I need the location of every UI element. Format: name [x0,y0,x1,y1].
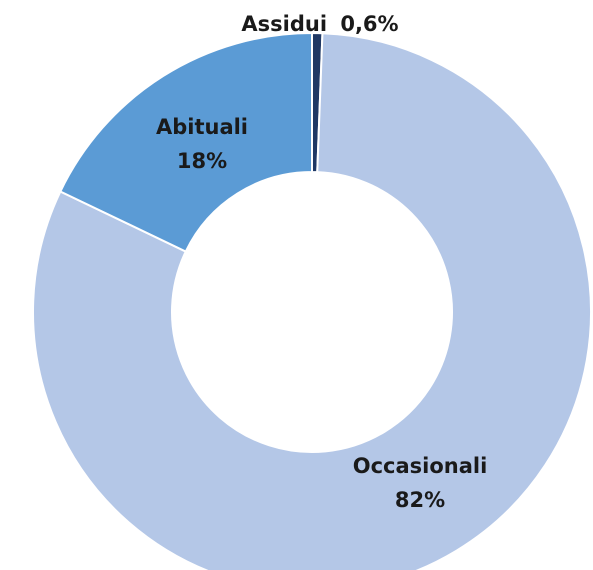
slice-value-abituali: 18% [177,149,227,173]
slice-abituali [59,31,313,253]
slice-occasionali [32,32,592,570]
donut-slices [32,31,592,570]
slice-value-occasionali: 82% [395,488,445,512]
slice-value-assidui: 0,6% [340,12,398,36]
slice-name-occasionali: Occasionali [353,454,488,478]
slice-label-assidui: Assidui 0,6% [241,12,398,36]
slice-name-assidui: Assidui [241,12,327,36]
slice-name-abituali: Abituali [156,115,248,139]
